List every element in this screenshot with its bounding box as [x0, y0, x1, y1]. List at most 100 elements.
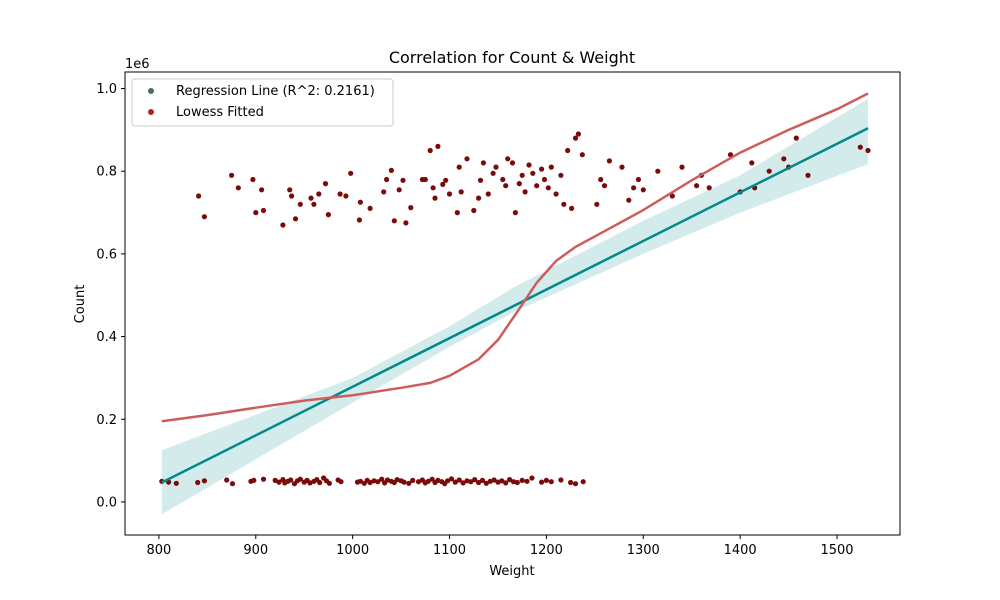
scatter-point — [292, 216, 299, 222]
scatter-point — [679, 164, 685, 170]
x-axis-label: Weight — [489, 564, 534, 579]
scatter-point — [541, 176, 548, 183]
scatter-point — [640, 187, 646, 193]
x-tick-label: 1000 — [336, 543, 369, 558]
x-tick-label: 900 — [243, 543, 268, 558]
scatter-point — [503, 183, 509, 189]
scatter-point — [569, 205, 575, 211]
scatter-point — [337, 191, 343, 197]
scatter-point — [173, 480, 179, 486]
scatter-point — [326, 480, 332, 486]
x-tick-label: 1400 — [724, 543, 757, 558]
y-tick-label: 0.8 — [96, 165, 117, 180]
scatter-point — [558, 172, 564, 178]
scatter-point — [530, 170, 536, 176]
x-tick-label: 1100 — [433, 543, 466, 558]
legend: Regression Line (R^2: 0.2161) Lowess Fit… — [131, 78, 394, 127]
scatter-point — [235, 185, 241, 191]
scatter-point — [548, 479, 554, 485]
scatter-point — [422, 176, 428, 183]
scatter-point — [781, 156, 787, 162]
scatter-point — [572, 481, 579, 487]
scatter-point — [403, 220, 409, 226]
scatter-point — [516, 181, 522, 187]
scatter-point — [548, 164, 554, 170]
scatter-point — [669, 193, 675, 199]
x-tick-label: 1300 — [627, 543, 660, 558]
scatter-point — [400, 177, 406, 183]
scatter-point — [545, 185, 551, 191]
scatter-point — [388, 167, 394, 173]
scatter-point — [415, 479, 422, 485]
plot-frame — [124, 71, 901, 536]
scatter-point — [307, 480, 313, 486]
y-tick-label: 0.0 — [96, 495, 117, 510]
scatter-point — [694, 183, 700, 189]
scatter-point — [460, 480, 466, 486]
scatter-point — [558, 477, 564, 483]
scatter-point — [427, 147, 433, 154]
scatter-point — [410, 477, 416, 483]
scatter-points-high — [196, 131, 871, 228]
scatter-point — [311, 201, 317, 207]
scatter-point — [865, 147, 871, 154]
scatter-point — [598, 176, 604, 183]
y-tick-label: 0.4 — [96, 330, 117, 345]
scatter-point — [356, 217, 362, 223]
scatter-point — [635, 176, 642, 183]
scatter-point — [448, 476, 455, 482]
scatter-point — [195, 479, 201, 486]
scatter-point — [458, 189, 464, 195]
scatter-point — [766, 168, 772, 174]
scatter-point — [456, 477, 462, 483]
scatter-point — [553, 191, 559, 197]
scatter-point — [561, 201, 567, 207]
scatter-point — [503, 480, 509, 486]
scatter-point — [425, 478, 431, 484]
scatter-point — [316, 191, 322, 197]
scatter-point — [343, 193, 349, 199]
y-tick-label: 1.0 — [96, 82, 117, 97]
scatter-point — [572, 135, 579, 141]
scatter-point — [224, 477, 230, 483]
scatter-point — [280, 222, 286, 228]
scatter-point — [229, 172, 235, 178]
scatter-point — [196, 193, 202, 199]
scatter-point — [491, 477, 497, 483]
scatter-point — [479, 477, 486, 483]
scatter-point — [472, 477, 478, 483]
y-tick-label: 0.2 — [96, 413, 117, 428]
scatter-point — [381, 189, 387, 195]
plot-area — [159, 92, 871, 515]
legend-swatch-regression — [148, 88, 154, 94]
y-axis-ticks: 0.0 0.2 0.4 0.6 0.8 1.0 — [96, 82, 125, 510]
scatter-point — [259, 187, 265, 193]
scatter-point — [534, 183, 540, 189]
scatter-point — [430, 185, 436, 191]
lowess-line — [161, 92, 869, 423]
scatter-point — [406, 480, 412, 486]
scatter-point — [251, 477, 257, 483]
scatter-point — [857, 144, 863, 150]
x-axis-ticks: 800 900 1000 1100 1200 1300 1400 1500 — [146, 535, 854, 558]
legend-swatch-lowess — [148, 109, 154, 115]
scatter-point — [468, 479, 474, 485]
scatter-point — [348, 170, 354, 176]
scatter-point — [477, 177, 484, 183]
scatter-point — [456, 164, 462, 170]
scatter-point — [539, 479, 545, 485]
x-tick-label: 800 — [146, 543, 171, 558]
scatter-point — [476, 195, 482, 201]
scatter-point — [201, 214, 207, 220]
scatter-point — [499, 478, 505, 484]
scatter-point — [522, 189, 528, 195]
scatter-point — [229, 481, 236, 487]
scatter-point — [519, 477, 525, 483]
scatter-point — [493, 164, 499, 170]
scatter-point — [526, 162, 532, 168]
scatter-point — [519, 172, 525, 178]
scatter-point — [575, 131, 582, 137]
scatter-point — [260, 476, 267, 482]
scatter-point — [565, 147, 571, 154]
scatter-point — [485, 191, 491, 197]
